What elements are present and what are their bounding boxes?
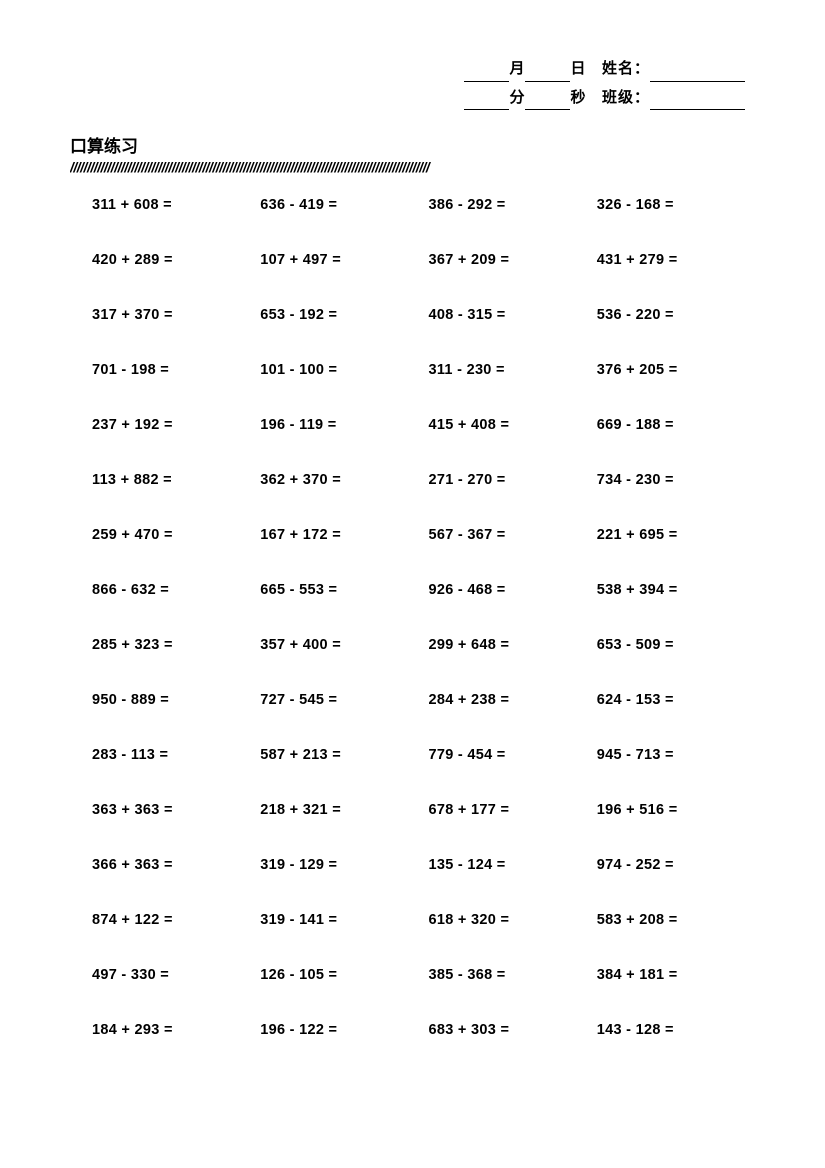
problem-item: 196 + 516 =	[597, 802, 755, 818]
problem-item: 683 + 303 =	[429, 1022, 587, 1038]
problem-item: 536 - 220 =	[597, 307, 755, 323]
problem-item: 587 + 213 =	[260, 747, 418, 763]
name-blank[interactable]	[650, 81, 745, 82]
problems-grid: 311 + 608 = 636 - 419 = 386 - 292 = 326 - 1…	[70, 197, 755, 1038]
problem-item: 184 + 293 =	[92, 1022, 250, 1038]
problem-item: 366 + 363 =	[92, 857, 250, 873]
problem-item: 665 - 553 =	[260, 582, 418, 598]
problem-item: 113 + 882 =	[92, 472, 250, 488]
problem-item: 362 + 370 =	[260, 472, 418, 488]
problem-item: 284 + 238 =	[429, 692, 587, 708]
problem-item: 734 - 230 =	[597, 472, 755, 488]
day-label: 日	[570, 60, 586, 77]
problem-item: 874 + 122 =	[92, 912, 250, 928]
problem-item: 319 - 129 =	[260, 857, 418, 873]
problem-item: 420 + 289 =	[92, 252, 250, 268]
minute-blank[interactable]	[464, 109, 509, 110]
problem-item: 283 - 113 =	[92, 747, 250, 763]
problem-item: 363 + 363 =	[92, 802, 250, 818]
problem-item: 285 + 323 =	[92, 637, 250, 653]
problem-item: 538 + 394 =	[597, 582, 755, 598]
problem-item: 237 + 192 =	[92, 417, 250, 433]
problem-item: 143 - 128 =	[597, 1022, 755, 1038]
problem-item: 408 - 315 =	[429, 307, 587, 323]
problem-item: 319 - 141 =	[260, 912, 418, 928]
page-title: 口算练习	[70, 132, 755, 157]
problem-item: 567 - 367 =	[429, 527, 587, 543]
problem-item: 866 - 632 =	[92, 582, 250, 598]
problem-item: 618 + 320 =	[429, 912, 587, 928]
problem-item: 101 - 100 =	[260, 362, 418, 378]
problem-item: 218 + 321 =	[260, 802, 418, 818]
problem-item: 367 + 209 =	[429, 252, 587, 268]
header-info: 月 日 姓名： 分 秒 班级：	[70, 55, 755, 112]
problem-item: 653 - 509 =	[597, 637, 755, 653]
problem-item: 317 + 370 =	[92, 307, 250, 323]
second-blank[interactable]	[525, 109, 570, 110]
problem-item: 431 + 279 =	[597, 252, 755, 268]
problem-item: 107 + 497 =	[260, 252, 418, 268]
problem-item: 950 - 889 =	[92, 692, 250, 708]
problem-item: 326 - 168 =	[597, 197, 755, 213]
problem-item: 135 - 124 =	[429, 857, 587, 873]
problem-item: 311 - 230 =	[429, 362, 587, 378]
problem-item: 583 + 208 =	[597, 912, 755, 928]
problem-item: 376 + 205 =	[597, 362, 755, 378]
month-blank[interactable]	[464, 81, 509, 82]
day-blank[interactable]	[525, 81, 570, 82]
problem-item: 299 + 648 =	[429, 637, 587, 653]
name-label: 姓名：	[602, 60, 650, 77]
problem-item: 221 + 695 =	[597, 527, 755, 543]
problem-item: 669 - 188 =	[597, 417, 755, 433]
time-line: 分 秒 班级：	[70, 84, 745, 113]
class-label: 班级：	[602, 89, 650, 106]
class-blank[interactable]	[650, 109, 745, 110]
problem-item: 259 + 470 =	[92, 527, 250, 543]
divider: ////////////////////////////////////////…	[70, 159, 755, 175]
problem-item: 779 - 454 =	[429, 747, 587, 763]
problem-item: 497 - 330 =	[92, 967, 250, 983]
minute-label: 分	[509, 89, 525, 106]
date-line: 月 日 姓名：	[70, 55, 745, 84]
problem-item: 636 - 419 =	[260, 197, 418, 213]
problem-item: 167 + 172 =	[260, 527, 418, 543]
problem-item: 386 - 292 =	[429, 197, 587, 213]
month-label: 月	[509, 60, 525, 77]
problem-item: 945 - 713 =	[597, 747, 755, 763]
problem-item: 415 + 408 =	[429, 417, 587, 433]
problem-item: 974 - 252 =	[597, 857, 755, 873]
problem-item: 126 - 105 =	[260, 967, 418, 983]
problem-item: 678 + 177 =	[429, 802, 587, 818]
problem-item: 271 - 270 =	[429, 472, 587, 488]
problem-item: 196 - 122 =	[260, 1022, 418, 1038]
problem-item: 624 - 153 =	[597, 692, 755, 708]
problem-item: 311 + 608 =	[92, 197, 250, 213]
problem-item: 727 - 545 =	[260, 692, 418, 708]
problem-item: 196 - 119 =	[260, 417, 418, 433]
problem-item: 701 - 198 =	[92, 362, 250, 378]
problem-item: 357 + 400 =	[260, 637, 418, 653]
problem-item: 926 - 468 =	[429, 582, 587, 598]
second-label: 秒	[570, 89, 586, 106]
problem-item: 653 - 192 =	[260, 307, 418, 323]
problem-item: 384 + 181 =	[597, 967, 755, 983]
problem-item: 385 - 368 =	[429, 967, 587, 983]
